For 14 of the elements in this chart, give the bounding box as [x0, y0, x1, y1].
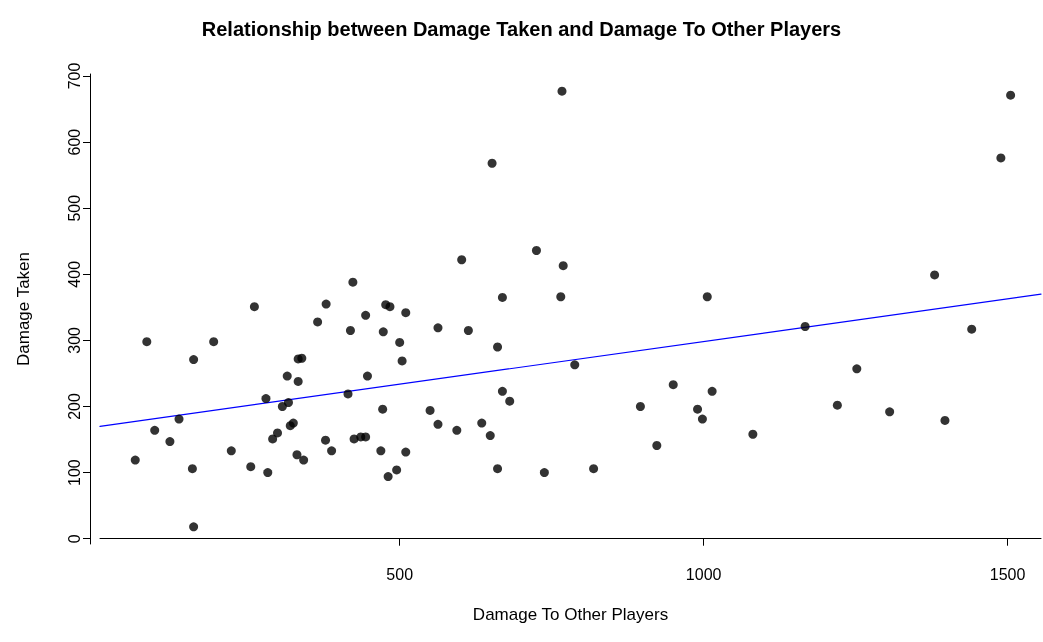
x-tick-label: 1500 — [989, 565, 1026, 583]
y-tick-label: 600 — [65, 128, 83, 156]
y-tick-label: 500 — [65, 194, 83, 222]
x-axis-title: Damage To Other Players — [472, 605, 669, 624]
y-tick-label: 700 — [65, 62, 83, 90]
y-tick-label: 300 — [65, 326, 83, 354]
x-tick-label: 1000 — [685, 565, 722, 583]
y-axis-title: Damage Taken — [14, 251, 33, 367]
chart-title: Relationship between Damage Taken and Damage To Other Players — [201, 18, 842, 40]
y-tick-label: 400 — [65, 260, 83, 288]
y-tick-label: 0 — [65, 534, 83, 544]
y-tick-label: 200 — [65, 393, 83, 420]
x-tick-label: 500 — [386, 565, 414, 583]
y-tick-label: 100 — [65, 459, 83, 486]
